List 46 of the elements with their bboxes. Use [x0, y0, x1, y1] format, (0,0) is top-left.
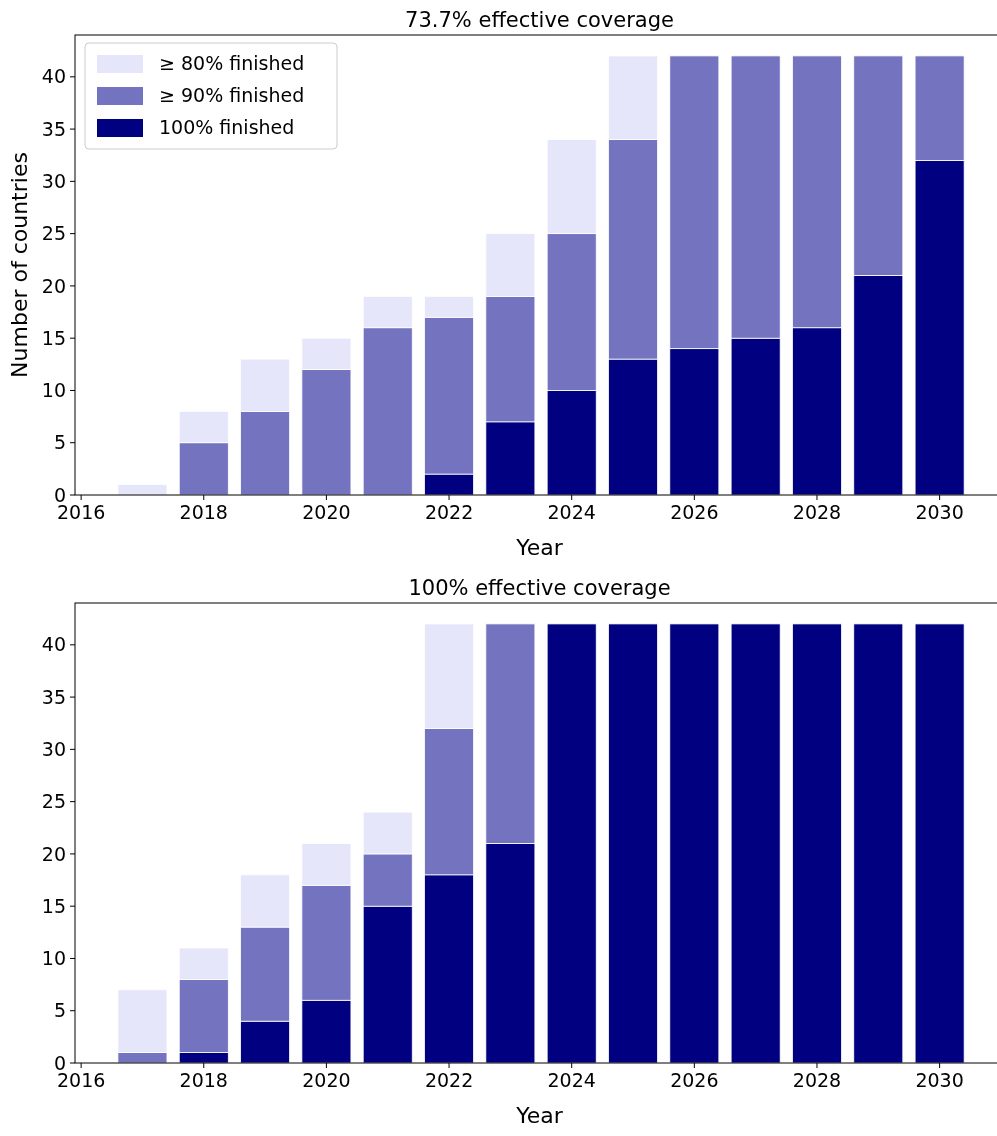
- x-tick-label: 2018: [179, 501, 228, 523]
- y-axis-title: Number of countries: [7, 152, 32, 378]
- legend-label: 100% finished: [159, 116, 295, 138]
- x-tick-label: 2026: [670, 501, 719, 523]
- chart-title: 73.7% effective coverage: [405, 8, 674, 32]
- x-tick-label: 2028: [792, 501, 842, 523]
- y-tick-label: 20: [41, 842, 66, 865]
- x-tick-label: 2018: [179, 1069, 228, 1091]
- y-tick-label: 20: [41, 274, 66, 297]
- bar: [608, 623, 658, 1064]
- y-tick-label: 5: [53, 431, 66, 454]
- x-tick-label: 2020: [302, 1069, 351, 1091]
- bar: [730, 623, 781, 1064]
- y-tick-label: 35: [41, 117, 66, 140]
- x-axis-title: Year: [515, 535, 564, 560]
- x-tick-label: 2022: [424, 501, 474, 523]
- y-tick-label: 25: [41, 222, 66, 245]
- legend-label: ≥ 90% finished: [159, 84, 305, 106]
- y-tick-label: 30: [41, 170, 66, 193]
- bar: [914, 623, 965, 1064]
- bar: [853, 623, 904, 1064]
- bar: [117, 484, 168, 496]
- bar: [546, 623, 597, 1064]
- y-tick-label: 35: [41, 685, 66, 708]
- legend-label: ≥ 80% finished: [159, 52, 305, 74]
- x-axis-title: Year: [515, 1103, 564, 1128]
- y-tick-label: 15: [41, 894, 66, 917]
- x-tick-label: 2022: [424, 1069, 474, 1091]
- x-tick-label: 2026: [670, 1069, 719, 1091]
- y-tick-label: 5: [53, 999, 66, 1022]
- x-tick-label: 2028: [792, 1069, 842, 1091]
- y-tick-label: 30: [41, 738, 66, 761]
- chart-title: 100% effective coverage: [408, 576, 671, 600]
- y-tick-label: 10: [41, 947, 66, 970]
- y-tick-label: 40: [41, 65, 66, 88]
- x-tick-label: 2020: [302, 501, 351, 523]
- x-tick-label: 2030: [915, 1069, 964, 1091]
- x-tick-label: 2030: [915, 501, 964, 523]
- x-tick-label: 2024: [547, 1069, 596, 1091]
- y-tick-label: 10: [41, 379, 66, 402]
- y-tick-label: 25: [41, 790, 66, 813]
- y-tick-label: 40: [41, 633, 66, 656]
- y-tick-label: 15: [41, 326, 66, 349]
- bar: [669, 623, 720, 1064]
- x-tick-label: 2024: [547, 501, 596, 523]
- bar: [792, 623, 842, 1064]
